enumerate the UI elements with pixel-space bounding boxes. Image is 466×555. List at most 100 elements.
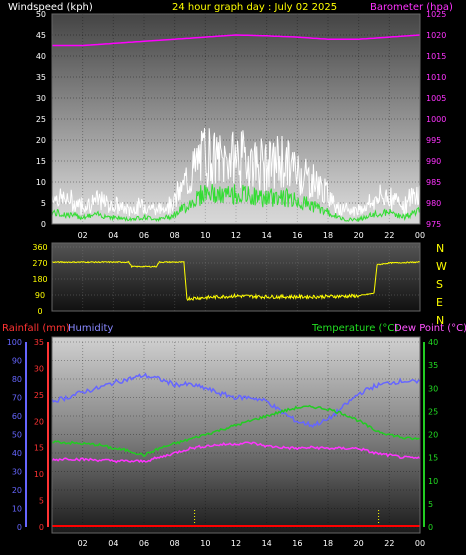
time-tick-label: 02 [78,231,88,240]
humidity-tick-label: 40 [12,449,22,458]
chart-title: 24 hour graph day : July 02 2025 [172,2,337,13]
rainfall-tick-label: 15 [34,444,44,453]
time-tick-label: 04 [108,539,118,548]
time-tick-label: 06 [139,231,149,240]
temperature-tick-label: 25 [428,407,438,416]
barometer-axis-title: Barometer (hpa) [370,2,453,13]
rainfall-axis-title: Rainfall (mm) [2,323,70,334]
dewpoint-axis-title: Dew Point (°C) [394,323,466,334]
time-tick-label: 12 [231,231,241,240]
temperature-tick-label: 30 [428,384,438,393]
direction-panel-axes: 360 270 180 90 0 [32,242,421,316]
wind-panel-background [52,14,420,224]
barometer-tick-label: 990 [426,157,441,166]
humidity-tick-label: 20 [12,486,22,495]
humidity-tick-label: 30 [12,468,22,477]
time-tick-label: 02 [78,539,88,548]
rainfall-tick-label: 20 [34,417,44,426]
dewpoint-line [51,441,421,464]
barometer-tick-label: 1020 [426,31,446,40]
wind-panel-border [51,13,421,225]
barometer-tick-label: 1025 [426,10,446,19]
windspeed-tick-label: 0 [41,220,46,229]
direction-tick-label: 90 [35,291,45,300]
rainfall-tick-label: 5 [39,497,44,506]
rainfall-tick-label: 30 [34,364,44,373]
time-tick-label: 16 [292,231,302,240]
windspeed-tick-label: 15 [36,157,46,166]
temperature-tick-label: 40 [428,338,438,347]
time-tick-label: 04 [108,231,118,240]
temperature-line [51,404,421,458]
wind-average-line [51,183,421,223]
windspeed-tick-label: 5 [41,199,46,208]
time-tick-label: 10 [200,539,210,548]
time-tick-label: 06 [139,539,149,548]
temp-panel-grid [52,341,421,528]
humidity-tick-label: 50 [12,431,22,440]
humidity-tick-label: 80 [12,375,22,384]
windspeed-tick-label: 45 [36,31,46,40]
direction-panel-background [52,243,420,311]
time-tick-label: 10 [200,231,210,240]
humidity-line [51,372,421,429]
time-tick-label: 12 [231,539,241,548]
temperature-tick-label: 35 [428,361,438,370]
direction-tick-label: 0 [37,307,42,316]
temp-panel-axes: 0102030405060708090100051015202530350510… [7,336,438,548]
humidity-tick-label: 60 [12,412,22,421]
time-tick-label: 20 [354,231,364,240]
wind-direction-line [51,260,421,302]
barometer-tick-label: 1005 [426,94,446,103]
windspeed-tick-label: 10 [36,178,46,187]
temp-panel-data [51,372,421,527]
barometer-tick-label: 1000 [426,115,446,124]
wind-gust-area [52,128,420,224]
humidity-tick-label: 0 [17,523,22,532]
time-tick-label: 08 [170,231,180,240]
time-tick-label: 08 [170,539,180,548]
windspeed-axis-title: Windspeed (kph) [8,2,93,13]
direction-label-w: W [436,260,447,273]
barometer-tick-label: 975 [426,220,441,229]
time-tick-label: 00 [415,539,425,548]
windspeed-tick-label: 40 [36,52,46,61]
time-tick-label: 22 [384,539,394,548]
temperature-tick-label: 10 [428,477,438,486]
time-tick-label: 00 [415,231,425,240]
windspeed-line [51,127,421,217]
direction-label-n-top: N [436,242,444,255]
temperature-tick-label: 5 [428,500,433,509]
temp-panel-border [51,336,421,534]
direction-panel-data [51,260,421,302]
barometer-tick-label: 995 [426,136,441,145]
windspeed-tick-label: 20 [36,136,46,145]
humidity-tick-label: 90 [12,357,22,366]
direction-label-s: S [436,278,443,291]
time-tick-label: 18 [323,539,333,548]
barometer-tick-label: 985 [426,178,441,187]
time-tick-label: 20 [354,539,364,548]
direction-tick-label: 360 [32,243,47,252]
direction-tick-label: 270 [32,259,47,268]
windspeed-tick-label: 25 [36,115,46,124]
rainfall-tick-label: 0 [39,523,44,532]
time-tick-label: 16 [292,539,302,548]
rainfall-tick-label: 25 [34,391,44,400]
barometer-line [52,34,421,47]
windspeed-tick-label: 35 [36,73,46,82]
windspeed-tick-label: 50 [36,10,46,19]
time-tick-label: 18 [323,231,333,240]
temperature-tick-label: 15 [428,454,438,463]
barometer-tick-label: 1010 [426,73,446,82]
time-tick-label: 22 [384,231,394,240]
temp-panel-background [52,337,420,533]
humidity-axis-title: Humidity [68,323,113,334]
time-tick-label: 14 [262,231,272,240]
wind-panel-axes: 0510152025303540455097598098599099510001… [36,10,447,240]
rainfall-tick-label: 35 [34,338,44,347]
direction-tick-label: 180 [32,275,47,284]
time-tick-label: 14 [262,539,272,548]
